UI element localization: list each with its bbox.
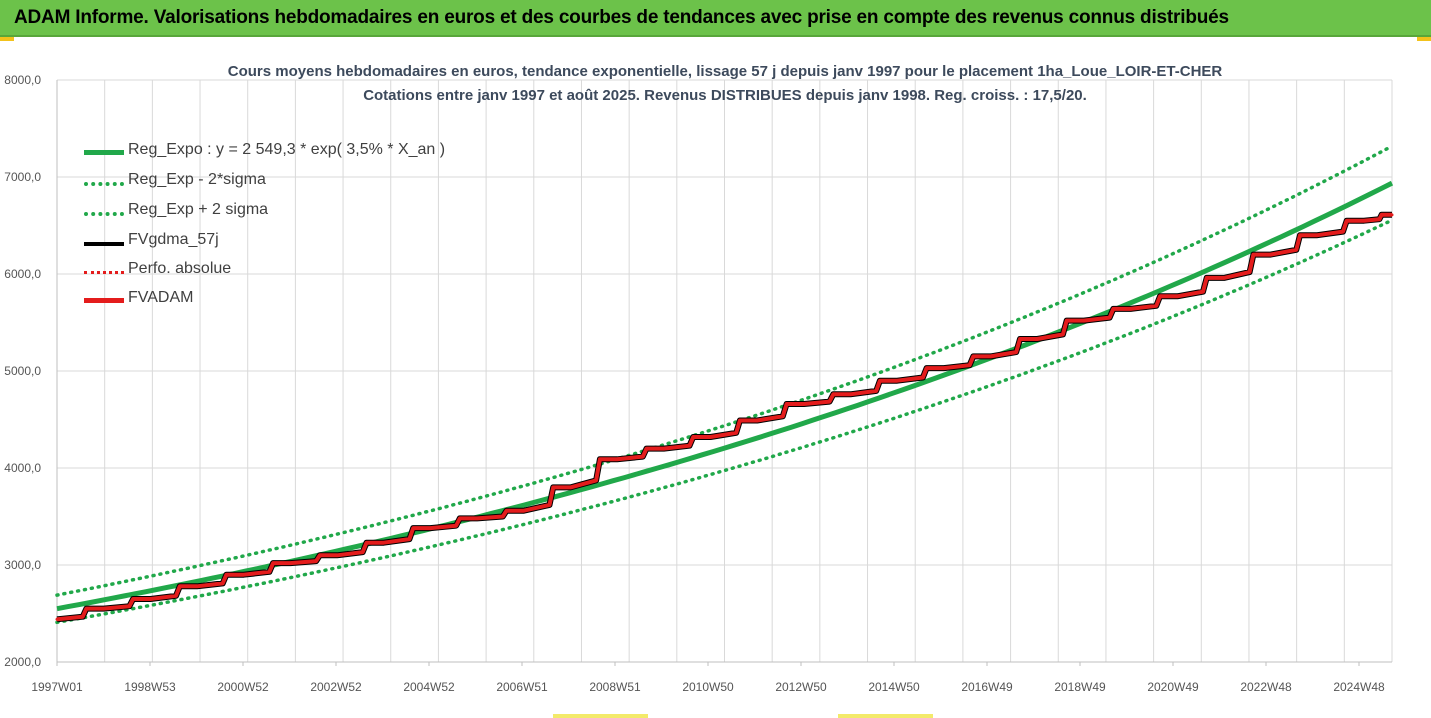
legend-label: Reg_Exp - 2*sigma xyxy=(128,171,266,188)
chart-title-line2: Cotations entre janv 1997 et août 2025. … xyxy=(363,87,1087,104)
fvadam-point xyxy=(102,607,106,611)
y-tick-label: 2000,0 xyxy=(4,655,41,669)
x-tick-label: 2016W49 xyxy=(961,680,1013,694)
x-tick-label: 2022W48 xyxy=(1240,680,1292,694)
fvadam-point xyxy=(428,526,432,530)
legend-label: FVADAM xyxy=(128,289,194,306)
chart-title: Cours moyens hebdomadaires en euros, ten… xyxy=(60,60,1390,108)
y-tick-label: 3000,0 xyxy=(4,558,41,572)
x-tick-label: 2024W48 xyxy=(1333,680,1385,694)
x-tick-label: 2012W50 xyxy=(775,680,827,694)
legend-swatch-solid-green xyxy=(84,150,124,155)
y-tick-label: 5000,0 xyxy=(4,364,41,378)
y-tick-label: 6000,0 xyxy=(4,267,41,281)
fvadam-point xyxy=(522,509,526,513)
x-tick-label: 2006W51 xyxy=(496,680,548,694)
fvadam-point xyxy=(335,553,339,557)
legend-label: FVgdma_57j xyxy=(128,231,219,248)
fvadam-point xyxy=(195,584,199,588)
fvadam-point xyxy=(288,561,292,565)
fvadam-point xyxy=(942,366,946,370)
fvadam-point xyxy=(989,354,993,358)
legend-swatch-solid-black xyxy=(84,242,124,246)
corner-marker xyxy=(0,37,14,41)
fvadam-point xyxy=(148,597,152,601)
banner-title: ADAM Informe. Valorisations hebdomadaire… xyxy=(14,7,1229,28)
fvadam-point xyxy=(615,457,619,461)
fvadam-point xyxy=(1175,294,1179,298)
legend-label: Reg_Exp + 2 sigma xyxy=(128,201,269,218)
fvadam-point xyxy=(242,573,246,577)
series-fvadam xyxy=(56,212,1392,622)
fvadam-point xyxy=(895,379,899,383)
fvadam-point xyxy=(382,541,386,545)
y-tick-label: 4000,0 xyxy=(4,461,41,475)
header-banner: ADAM Informe. Valorisations hebdomadaire… xyxy=(0,0,1431,37)
fvadam-point xyxy=(568,485,572,489)
legend-swatch-dotted-red xyxy=(84,271,124,274)
fvadam-point xyxy=(475,516,479,520)
x-tick-label: 2018W49 xyxy=(1054,680,1106,694)
fvadam-point xyxy=(755,418,759,422)
fvadam-point xyxy=(1315,233,1319,237)
x-tick-label: 2002W52 xyxy=(310,680,362,694)
fvadam-point xyxy=(662,447,666,451)
bottom-tab-marker xyxy=(838,714,933,718)
fvadam-point xyxy=(1222,276,1226,280)
x-tick-label: 2004W52 xyxy=(403,680,455,694)
x-tick-label: 1997W01 xyxy=(31,680,83,694)
x-tick-label: 2014W50 xyxy=(868,680,920,694)
fvadam-point xyxy=(1082,319,1086,323)
x-tick-label: 1998W53 xyxy=(124,680,176,694)
fvadam-point xyxy=(1362,219,1366,223)
legend-swatch-dotted-green xyxy=(84,212,124,216)
legend-swatch-solid-red xyxy=(84,298,124,303)
bottom-tab-marker xyxy=(553,714,648,718)
legend-label: Reg_Expo : y = 2 549,3 * exp( 3,5% * X_a… xyxy=(128,141,446,158)
legend-swatch-dotted-green xyxy=(84,182,124,186)
fvadam-point xyxy=(1035,337,1039,341)
x-tick-label: 2008W51 xyxy=(589,680,641,694)
y-tick-label: 8000,0 xyxy=(4,73,41,87)
fvadam-point xyxy=(708,435,712,439)
legend-label: Perfo. absolue xyxy=(128,260,232,277)
fvadam-point xyxy=(802,402,806,406)
x-tick-label: 2010W50 xyxy=(682,680,734,694)
fvadam-point xyxy=(55,617,59,621)
fvadam-point xyxy=(1390,213,1394,217)
y-tick-label: 7000,0 xyxy=(4,170,41,184)
corner-marker xyxy=(1417,37,1431,41)
fvadam-point xyxy=(849,392,853,396)
chart-title-line1: Cours moyens hebdomadaires en euros, ten… xyxy=(227,63,1223,80)
fvadam-point xyxy=(1129,307,1133,311)
x-tick-label: 2020W49 xyxy=(1147,680,1199,694)
x-tick-label: 2000W52 xyxy=(217,680,269,694)
series-reg-exp-minus-2sigma xyxy=(55,218,1394,625)
fvadam-point xyxy=(1269,253,1273,257)
